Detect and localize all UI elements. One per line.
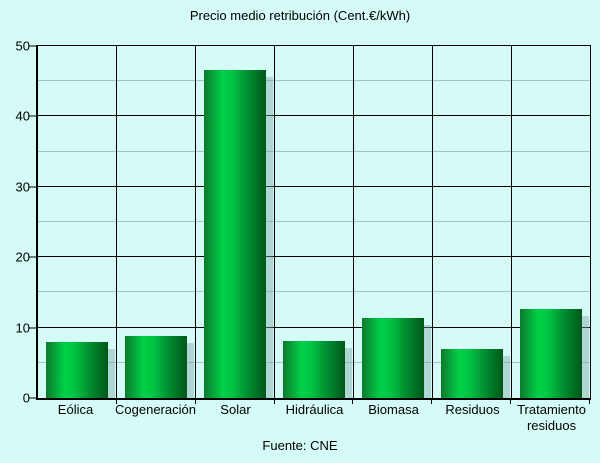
y-axis-tick [29, 327, 36, 329]
y-axis-tick [29, 256, 36, 258]
x-axis-tick [352, 400, 354, 404]
x-axis-label: Biomasa [368, 402, 419, 417]
minor-gridline [38, 150, 590, 152]
minor-gridline [38, 291, 590, 293]
chart-bar-6 [441, 349, 503, 398]
chart-bar-2 [125, 336, 187, 398]
category-cell [275, 46, 354, 398]
category-cell [433, 46, 512, 398]
chart-bar-4 [283, 340, 345, 398]
plot-area: 0 10 20 30 40 50 [16, 39, 591, 406]
x-label-cell: Eólica [36, 402, 115, 434]
y-axis-tick [29, 186, 36, 188]
y-axis-label: 20 [15, 249, 30, 265]
y-axis-label: 30 [15, 179, 30, 195]
category-cell [196, 46, 275, 398]
x-axis-tick [273, 400, 275, 404]
x-axis-tick [194, 400, 196, 404]
category-cell [38, 46, 117, 398]
bars-layer [38, 46, 590, 398]
minor-gridline [38, 221, 590, 222]
x-axis-tick [510, 400, 512, 404]
x-axis-labels: Eólica Cogeneración Solar Hidráulica Biomasa… [36, 402, 591, 434]
category-cell [117, 46, 196, 398]
major-gridline [38, 115, 590, 117]
x-label-cell: Solar [196, 402, 275, 434]
x-axis-tick [115, 400, 117, 404]
x-axis-label: Solar [220, 402, 251, 417]
category-cell [354, 46, 433, 398]
chart-title: Precio medio retribución (Cent.€/kWh) [189, 8, 411, 23]
axis-layer: 0 10 20 30 40 50 [16, 39, 590, 406]
chart-bar-1 [46, 341, 108, 398]
category-cell [512, 46, 590, 398]
y-axis-tick [29, 397, 36, 399]
minor-gridline [38, 80, 590, 82]
x-label-cell: Cogeneración [115, 402, 196, 434]
x-axis-label: Hidráulica [285, 402, 344, 417]
chart-bar-7 [520, 308, 582, 398]
x-label-cell: Tratamiento residuos [512, 402, 591, 434]
x-axis-label: Cogeneración [115, 402, 196, 417]
x-label-cell: Biomasa [354, 402, 433, 434]
x-label-cell: Hidráulica [275, 402, 354, 434]
x-axis-tick [431, 400, 433, 404]
source-caption: Fuente: CNE [262, 438, 338, 453]
y-axis-label: 0 [22, 390, 30, 406]
y-axis-label: 50 [15, 38, 30, 54]
x-axis-label: Tratamiento residuos [517, 402, 586, 433]
x-axis-tick [589, 400, 590, 404]
chart-bar-5 [362, 318, 424, 398]
chart-bar-3 [204, 69, 266, 398]
major-gridline [38, 326, 590, 328]
y-axis-tick [29, 45, 36, 47]
y-axis-label: 40 [15, 108, 30, 124]
y-axis-label: 10 [15, 320, 30, 336]
y-axis-tick [29, 115, 36, 117]
x-label-cell: Residuos [433, 402, 512, 434]
x-axis-label: Eólica [57, 402, 94, 417]
major-gridline [38, 185, 590, 187]
major-gridline [38, 256, 590, 258]
x-axis-label: Residuos [445, 402, 500, 417]
